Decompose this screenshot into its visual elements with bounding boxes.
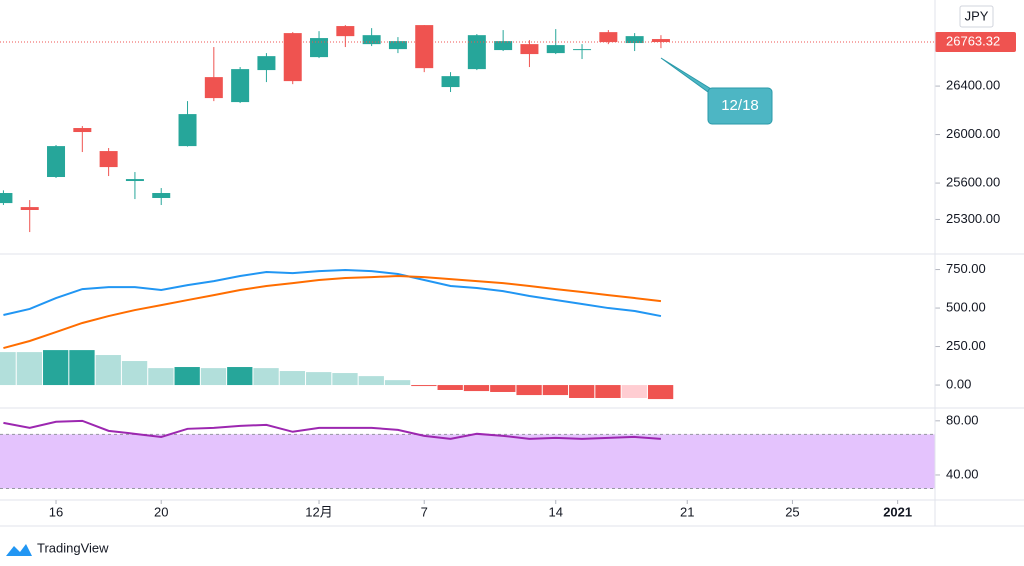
- brand: TradingView: [37, 540, 109, 555]
- histogram-bar: [437, 385, 463, 390]
- x-tick-label: 25: [785, 504, 799, 519]
- y-tick-label: 26000.00: [946, 126, 1000, 141]
- x-tick-label: 21: [680, 504, 694, 519]
- axes: 26763.32 25300.00 25600.00 26000.00 26400.00…: [0, 0, 1024, 527]
- histogram-bar: [463, 385, 490, 392]
- candle-body: [178, 114, 197, 147]
- brand-logo: [6, 544, 32, 556]
- x-tick-label: 14: [549, 504, 563, 519]
- callout-pointer: [660, 57, 718, 93]
- candle-body: [283, 33, 302, 82]
- candle-body: [441, 76, 460, 88]
- histogram-bar: [227, 367, 253, 386]
- last-price-label: 26763.32: [946, 33, 1000, 48]
- histogram-bar: [148, 368, 174, 386]
- candle-body: [310, 38, 329, 58]
- candle-body: [47, 146, 66, 178]
- histogram-bar: [43, 350, 69, 386]
- candle-body: [573, 49, 592, 51]
- histogram-bar: [306, 372, 332, 386]
- candle-body: [125, 179, 144, 182]
- candle-body: [362, 35, 381, 45]
- candle-body: [231, 69, 250, 103]
- histogram-bar: [384, 380, 411, 386]
- candle-body: [625, 36, 644, 44]
- histogram-bar: [174, 367, 200, 386]
- y-tick-label: 750.00: [946, 261, 986, 276]
- rsi-band: [0, 434, 935, 489]
- candle-body: [0, 193, 13, 204]
- histogram-bar: [253, 368, 279, 386]
- indicator-line: [3, 269, 662, 318]
- candle-body: [415, 25, 434, 69]
- x-tick-label: 12月: [305, 504, 332, 519]
- histogram-bar: [621, 385, 647, 398]
- candle-body: [388, 41, 407, 50]
- y-tick-label: 80.00: [946, 412, 979, 427]
- histogram-bar: [0, 352, 16, 386]
- y-tick-label: 26400.00: [946, 78, 1000, 93]
- histogram-bar: [200, 368, 227, 386]
- indicator-line: [3, 275, 662, 350]
- histogram-bar: [69, 350, 95, 386]
- y-tick-label: 25300.00: [946, 211, 1000, 226]
- histogram-bar: [121, 361, 148, 386]
- plot-area: [0, 25, 935, 489]
- candle-body: [73, 128, 92, 133]
- histogram-bar: [516, 385, 542, 396]
- x-tick-label: 2021: [883, 504, 912, 519]
- histogram-bar: [647, 385, 674, 400]
- candle-body: [494, 41, 513, 51]
- last-price-box: [935, 32, 1016, 53]
- histogram-bar: [279, 371, 306, 386]
- callout: [707, 87, 773, 125]
- candle-body: [336, 26, 355, 37]
- candle-body: [20, 207, 39, 210]
- x-tick-label: 16: [49, 504, 63, 519]
- y-tick-label: 25600.00: [946, 175, 1000, 190]
- histogram-bar: [411, 385, 437, 387]
- histogram-bar: [332, 373, 358, 386]
- histogram-bar: [569, 385, 595, 398]
- candle-body: [599, 32, 618, 43]
- currency: JPY: [965, 8, 989, 23]
- currency-box: [959, 5, 994, 28]
- candle-body: [257, 56, 276, 71]
- histogram-bar: [595, 385, 621, 398]
- y-tick-label: 500.00: [946, 299, 986, 314]
- y-tick-label: 250.00: [946, 338, 986, 353]
- histogram-bar: [490, 385, 516, 392]
- histogram-bar: [16, 352, 43, 386]
- indicator-line: [3, 419, 662, 440]
- x-tick-label: 7: [421, 504, 428, 519]
- histogram-bar: [542, 385, 569, 396]
- histogram-bar: [358, 376, 384, 386]
- candle-body: [546, 45, 565, 54]
- candle-body: [651, 39, 670, 43]
- callout-text: 12/18: [721, 97, 759, 114]
- candle-body: [467, 35, 486, 70]
- candle-body: [152, 193, 171, 198]
- candle-body: [99, 151, 118, 168]
- candle-body: [520, 44, 539, 55]
- y-tick-label: 40.00: [946, 466, 979, 481]
- x-tick-label: 20: [154, 504, 168, 519]
- histogram-bar: [95, 355, 121, 386]
- y-tick-label: 0.00: [946, 376, 971, 391]
- candle-body: [204, 77, 223, 99]
